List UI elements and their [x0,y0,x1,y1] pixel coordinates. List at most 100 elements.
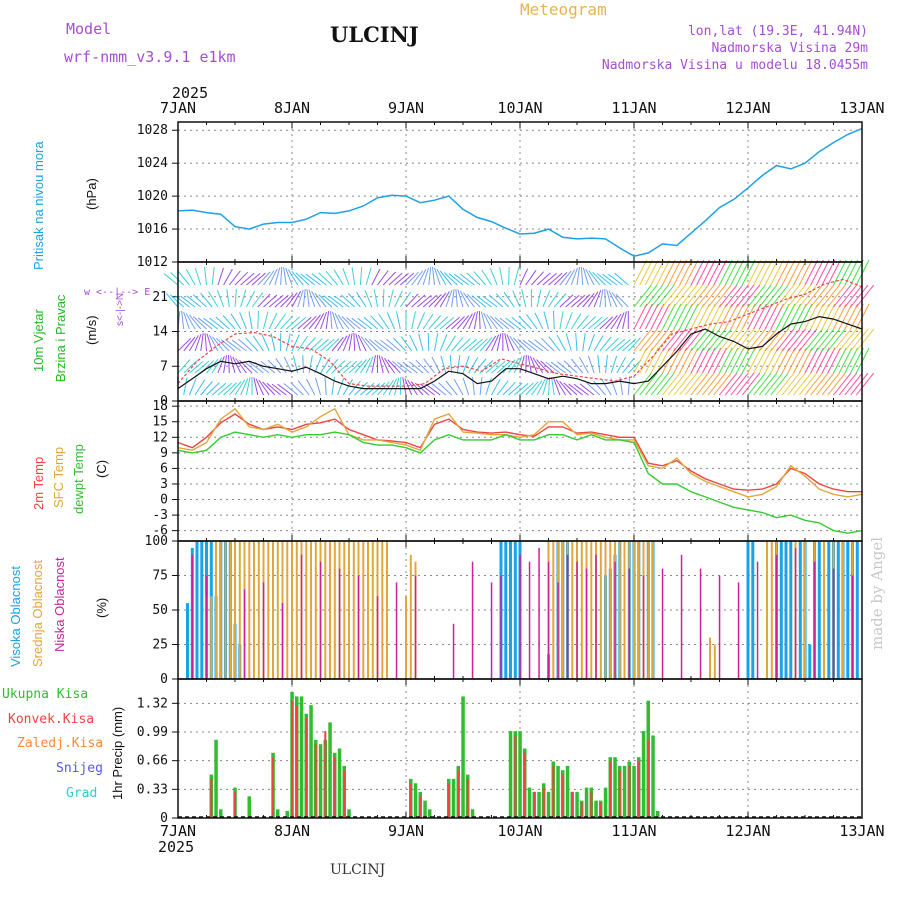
wind-arrow [855,284,875,308]
cloud-mid-bar [571,541,574,679]
wind-arrow [337,314,350,330]
wind-arrow [261,334,270,352]
wind-arrow [684,372,704,396]
wind-arrow [428,315,442,330]
precip-total-bar [299,696,304,818]
wind-arrow [833,259,847,286]
wind-arrow [527,355,532,374]
wind-arrow [556,361,572,374]
wind-arrow [234,271,249,286]
precip-total-bar [276,809,280,818]
y-tick-label: 0 [160,394,168,409]
wind-arrow [821,284,840,308]
wind-arrow [365,356,374,374]
legend-snow: Snijeg [56,761,103,776]
wind-arrow [696,259,710,286]
wind-arrow [770,259,784,286]
wind-arrow [386,312,396,330]
wind-arrow [656,284,675,308]
wind-arrow [445,289,453,308]
wind-arrow [251,272,266,286]
wind-arrow [713,303,727,330]
product-title: Meteogram [520,0,607,19]
wind-arrow [602,273,618,286]
wind-arrow [587,291,599,308]
wind-arrow [489,315,504,330]
cloud-mid-bar [842,541,844,679]
cloud-high-bar [827,541,831,679]
wind-arrow [741,303,756,330]
y-tick-label: 21 [152,290,168,305]
cloud-mid-bar [618,541,621,679]
cloud-mid-bar [291,541,293,679]
cloud-mid-bar [276,541,279,679]
wind-arrow [428,294,442,308]
cloud-low-bar [538,547,540,679]
wind-arrow [371,355,376,374]
wind-arrow [371,268,381,286]
y-tick-label: 15 [152,415,168,430]
wind-arrow [662,284,681,308]
wind-arrow [545,361,561,374]
wind-arrow [348,293,361,308]
wind-arrow [644,259,659,286]
wind-arrow [701,347,716,374]
wind-arrow [263,311,269,330]
wind-arrow [588,316,603,330]
wind-arrow [200,292,213,308]
wind-arrow [328,295,344,308]
cloud-mid-bar [248,541,251,679]
wind-arrow [553,272,568,286]
wind-arrow [418,333,424,352]
wind-arrow [719,284,738,308]
cloud-low-bar [794,547,797,679]
precip-total-bar [337,748,342,818]
wind-arrow [679,303,693,330]
wind-arrow [331,336,344,352]
wind-arrow [274,267,281,286]
wind-arrow [342,267,350,286]
wind-arrow [197,317,213,330]
wind-arrow [397,361,413,374]
wind-arrow [364,290,373,308]
wind-arrow [719,259,733,286]
cloud-mid-bar [229,541,232,679]
wind-arrow [502,381,516,396]
wind-arrow [462,338,478,352]
wind-arrow [793,303,807,330]
wind-arrow [690,259,705,286]
wind-arrow [290,381,304,396]
cloud-low-bar [628,568,630,679]
wind-arrow [673,259,688,286]
wind-arrow [741,372,761,396]
y-tick-label: 50 [152,603,168,618]
wind-arrow [776,284,795,308]
wind-arrow [559,311,564,330]
wind-arrow [439,316,455,330]
wind-arrow [696,372,715,396]
precip-total-bar [565,765,570,818]
wind-arrow [844,347,859,374]
wind-arrow [827,303,841,330]
wind-arrow [411,270,424,286]
wind-arrow [419,383,435,396]
wind-arrow [804,328,823,352]
cloud-mid-bar [215,541,217,679]
cloud-low-bar [519,554,521,679]
wind-arrow [550,361,566,374]
cloud-mid-bar [580,541,583,679]
station-title: ULCINJ [330,22,419,47]
wind-arrow [810,303,824,330]
wind-arrow [528,339,544,352]
cloud-high-bar [784,541,788,679]
wind-arrow [645,284,664,308]
wind-arrow [553,377,561,396]
wind-arrow [764,328,783,352]
cloud-mid-bar [823,541,825,679]
wind-arrow [285,292,298,308]
wind-arrow [529,356,538,374]
wind-arrow [696,347,710,374]
wind-arrow [684,347,699,374]
x-tick-label-top: 13JAN [839,99,884,117]
cloud-mid-bar [348,541,350,679]
